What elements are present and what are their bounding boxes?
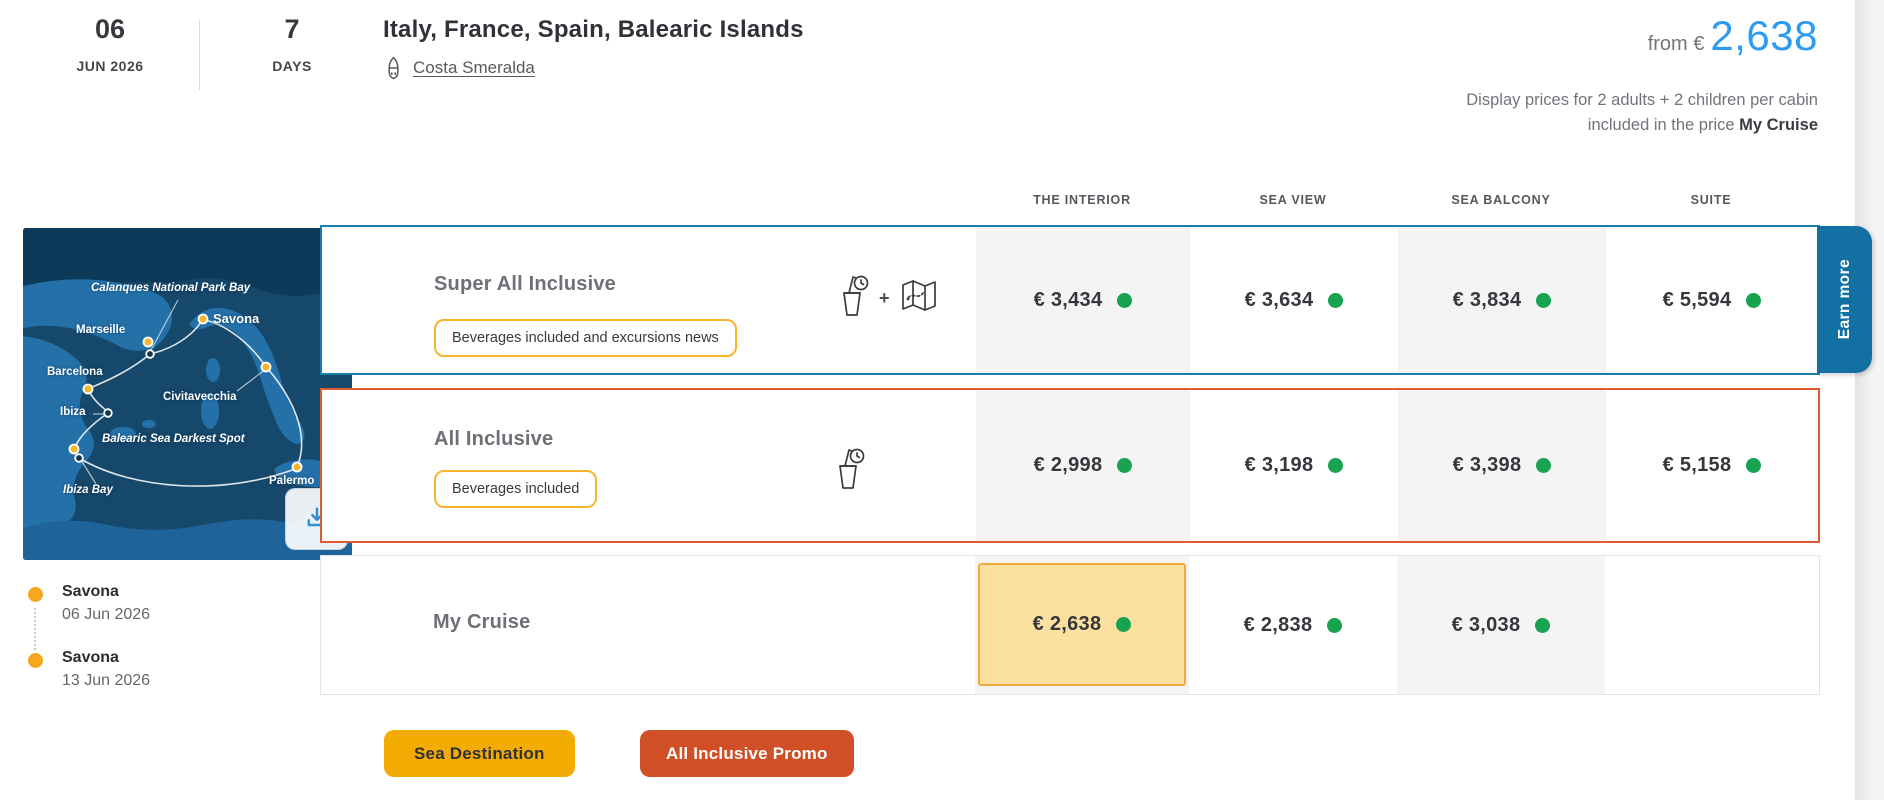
availability-dot bbox=[1117, 458, 1133, 473]
package-row-all-inclusive: All Inclusive Beverages included € 2,998… bbox=[320, 388, 1820, 543]
departure-day: 06 bbox=[94, 14, 126, 44]
cell-bg bbox=[1398, 227, 1606, 373]
sea-destination-tag[interactable]: Sea Destination bbox=[384, 730, 575, 777]
cell-bg bbox=[976, 390, 1190, 541]
price-cell-sea-balcony[interactable]: € 3,038 bbox=[1397, 556, 1605, 694]
price-cell-sea-view[interactable]: € 3,634 bbox=[1190, 227, 1398, 373]
beverage-icon bbox=[836, 273, 870, 324]
map-label-ibiza: Ibiza bbox=[60, 406, 86, 418]
package-row-my-cruise: My Cruise € 2,638 € 2,838 € 3,038 bbox=[320, 555, 1820, 695]
availability-dot bbox=[1536, 292, 1552, 308]
itinerary-map: Calanques National Park Bay Savona Marse… bbox=[23, 228, 352, 560]
availability-dot bbox=[1328, 292, 1344, 308]
earn-more-tab[interactable]: Earn more bbox=[1817, 226, 1872, 373]
package-icons bbox=[832, 446, 866, 497]
package-name: Super All Inclusive bbox=[434, 273, 617, 295]
availability-dot bbox=[1116, 617, 1132, 632]
map-label-palermo: Palermo bbox=[269, 475, 315, 487]
availability-dot bbox=[1327, 617, 1343, 633]
availability-dot bbox=[1746, 292, 1762, 308]
column-header-sea-view: SEA VIEW bbox=[1259, 193, 1327, 207]
itinerary-date: 06 Jun 2026 bbox=[62, 606, 151, 623]
itinerary-dot bbox=[28, 587, 43, 602]
price-cell-sea-balcony[interactable]: € 3,834 bbox=[1398, 227, 1606, 373]
package-badge: Beverages included and excursions news bbox=[434, 319, 737, 357]
duration-value: 7 bbox=[284, 14, 300, 44]
package-row-super-all-inclusive: Super All Inclusive Beverages included a… bbox=[320, 225, 1820, 375]
cell-bg bbox=[976, 227, 1190, 373]
price-from-label: from € bbox=[1647, 33, 1705, 55]
cell-bg bbox=[1398, 390, 1606, 541]
itinerary-port: Savona bbox=[62, 649, 119, 666]
column-header-sea-balcony: SEA BALCONY bbox=[1451, 193, 1551, 207]
map-label-ibiza-bay: Ibiza Bay bbox=[63, 484, 113, 496]
package-icons: + bbox=[836, 273, 939, 324]
cell-bg bbox=[1397, 556, 1605, 694]
package-badge: Beverages included bbox=[434, 470, 598, 508]
header-divider bbox=[199, 20, 200, 90]
availability-dot bbox=[1746, 458, 1762, 473]
map-label-calanques: Calanques National Park Bay bbox=[91, 282, 251, 294]
duration-label: DAYS bbox=[272, 58, 312, 74]
ship-row: Costa Smeralda bbox=[383, 56, 535, 80]
price-cell-sea-view[interactable]: € 2,838 bbox=[1189, 556, 1397, 694]
ship-link[interactable]: Costa Smeralda bbox=[413, 58, 535, 77]
ship-icon bbox=[383, 56, 404, 80]
beverage-icon bbox=[832, 446, 866, 497]
map-graphic bbox=[23, 228, 352, 560]
price-cell-sea-view[interactable]: € 3,198 bbox=[1190, 390, 1398, 541]
excursion-map-icon bbox=[899, 278, 939, 319]
price-cell-interior[interactable]: € 3,434 bbox=[976, 227, 1190, 373]
availability-dot bbox=[1328, 458, 1344, 473]
page-edge-strip bbox=[1855, 0, 1884, 800]
itinerary-dot bbox=[28, 653, 43, 668]
column-header-interior: THE INTERIOR bbox=[1033, 193, 1131, 207]
availability-dot bbox=[1536, 458, 1552, 473]
price-note-highlight: My Cruise bbox=[1739, 115, 1818, 134]
price-cell-interior[interactable]: € 2,998 bbox=[976, 390, 1190, 541]
price-cell-suite-empty bbox=[1605, 556, 1817, 694]
cruise-title: Italy, France, Spain, Balearic Islands bbox=[383, 16, 804, 43]
plus-separator: + bbox=[879, 288, 890, 308]
package-name: All Inclusive bbox=[434, 428, 554, 450]
availability-dot bbox=[1117, 292, 1133, 308]
map-label-balearic-sea: Balearic Sea Darkest Spot bbox=[102, 433, 245, 445]
departure-month-year: JUN 2026 bbox=[76, 58, 144, 74]
column-header-suite: SUITE bbox=[1690, 193, 1732, 207]
price-cell-suite[interactable]: € 5,158 bbox=[1606, 390, 1818, 541]
price-from-value: 2,638 bbox=[1710, 12, 1818, 59]
itinerary-connector bbox=[34, 608, 36, 650]
price-note: Display prices for 2 adults + 2 children… bbox=[1466, 91, 1818, 134]
availability-dot bbox=[1535, 617, 1551, 633]
package-name: My Cruise bbox=[433, 611, 531, 633]
itinerary-port: Savona bbox=[62, 583, 119, 600]
map-label-marseille: Marseille bbox=[76, 324, 126, 336]
price-cell-suite[interactable]: € 5,594 bbox=[1606, 227, 1818, 373]
price-cell-interior-selected[interactable]: € 2,638 bbox=[978, 563, 1186, 686]
all-inclusive-promo-tag[interactable]: All Inclusive Promo bbox=[640, 730, 854, 777]
map-label-civitavecchia: Civitavecchia bbox=[163, 391, 237, 403]
price-cell-sea-balcony[interactable]: € 3,398 bbox=[1398, 390, 1606, 541]
price-from: from €2,638 bbox=[1648, 12, 1818, 60]
map-label-barcelona: Barcelona bbox=[47, 366, 103, 378]
map-label-savona: Savona bbox=[213, 311, 260, 326]
itinerary-date: 13 Jun 2026 bbox=[62, 672, 151, 689]
